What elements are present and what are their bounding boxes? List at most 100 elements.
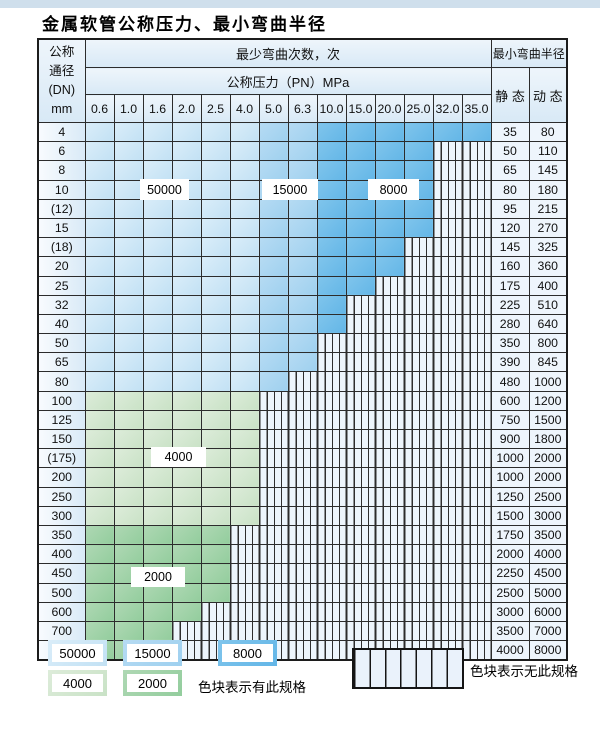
static-value-cell: 3000: [490, 601, 530, 622]
rating-cell-none: [345, 582, 376, 603]
pressure-radius-table: 公称 通径 (DN) mm 最少弯曲次数，次 最小弯曲半径 公称压力（PN）MP…: [37, 38, 569, 662]
rating-cell-50000: [171, 313, 202, 335]
rating-cell-none: [345, 563, 376, 584]
rating-cell-50000: [113, 179, 144, 200]
rating-cell-50000: [113, 121, 144, 143]
static-value-cell: 160: [490, 256, 530, 277]
rating-cell-none: [403, 352, 434, 373]
rating-cell-none: [374, 371, 405, 392]
rating-cell-none: [287, 505, 318, 526]
dynamic-value-cell: 640: [528, 313, 568, 335]
cycle-label-2000: 2000: [131, 567, 185, 587]
rating-cell-none: [461, 313, 492, 335]
rating-cell-50000: [113, 141, 144, 162]
dynamic-value-cell: 2000: [528, 467, 568, 488]
rating-cell-15000: [258, 217, 289, 239]
rating-cell-8000: [403, 141, 434, 162]
static-value-cell: 390: [490, 352, 530, 373]
rating-cell-50000: [142, 352, 173, 373]
dynamic-value-cell: 215: [528, 198, 568, 219]
rating-cell-50000: [200, 256, 231, 277]
rating-cell-15000: [287, 217, 318, 239]
rating-cell-8000: [316, 294, 347, 315]
rating-cell-8000: [316, 141, 347, 162]
rating-cell-none: [258, 448, 289, 469]
rating-cell-4000: [84, 448, 115, 469]
rating-cell-4000: [200, 409, 231, 431]
rating-cell-4000: [171, 505, 202, 526]
rating-cell-50000: [113, 333, 144, 354]
rating-cell-2000: [113, 620, 144, 642]
rating-cell-50000: [84, 333, 115, 354]
dynamic-value-cell: 180: [528, 179, 568, 200]
rating-cell-2000: [171, 524, 202, 546]
rating-cell-none: [432, 275, 463, 296]
rating-cell-2000: [200, 563, 231, 584]
rating-cell-2000: [142, 524, 173, 546]
dynamic-value-cell: 2000: [528, 448, 568, 469]
rating-cell-none: [432, 524, 463, 546]
rating-cell-4000: [142, 409, 173, 431]
rating-cell-none: [461, 601, 492, 622]
rating-cell-none: [374, 582, 405, 603]
rating-cell-none: [432, 505, 463, 526]
rating-cell-none: [403, 505, 434, 526]
rating-cell-8000: [374, 256, 405, 277]
rating-cell-8000: [316, 179, 347, 200]
rating-cell-none: [345, 486, 376, 507]
rating-cell-none: [287, 640, 318, 661]
rating-cell-15000: [258, 371, 289, 392]
rating-cell-none: [403, 486, 434, 507]
rating-cell-none: [374, 563, 405, 584]
rating-cell-none: [432, 294, 463, 315]
rating-cell-none: [287, 390, 318, 411]
rating-cell-4000: [171, 486, 202, 507]
rating-cell-50000: [84, 160, 115, 181]
rating-cell-50000: [200, 371, 231, 392]
rating-cell-8000: [316, 121, 347, 143]
rating-cell-50000: [113, 313, 144, 335]
rating-cell-50000: [229, 198, 260, 219]
rating-cell-2000: [113, 524, 144, 546]
rating-cell-none: [229, 544, 260, 565]
pressure-tick: 35.0: [461, 94, 492, 123]
static-value-cell: 1500: [490, 505, 530, 526]
legend-swatch-4000: 4000: [48, 670, 107, 696]
static-value-cell: 1000: [490, 467, 530, 488]
rating-cell-50000: [171, 198, 202, 219]
rating-cell-2000: [142, 544, 173, 565]
dn-cell: 300: [37, 505, 86, 526]
dynamic-value-cell: 2500: [528, 486, 568, 507]
pressure-tick: 15.0: [345, 94, 376, 123]
rating-cell-4000: [142, 505, 173, 526]
rating-cell-none: [403, 448, 434, 469]
static-value-cell: 1000: [490, 448, 530, 469]
rating-cell-15000: [287, 198, 318, 219]
spec-table: 公称 通径 (DN) mm 最少弯曲次数，次 最小弯曲半径 公称压力（PN）MP…: [37, 38, 569, 662]
rating-cell-none: [461, 620, 492, 642]
rating-cell-none: [432, 313, 463, 335]
rating-cell-none: [432, 544, 463, 565]
table-row: 8 65 145: [37, 160, 568, 181]
rating-cell-none: [316, 601, 347, 622]
rating-cell-none: [461, 141, 492, 162]
rating-cell-50000: [84, 237, 115, 258]
rating-cell-none: [316, 563, 347, 584]
static-header: 静 态: [490, 67, 530, 123]
legend-value: 2000: [127, 674, 178, 692]
rating-cell-2000: [84, 601, 115, 622]
rating-cell-none: [200, 601, 231, 622]
rating-cell-50000: [200, 333, 231, 354]
rating-cell-none: [432, 160, 463, 181]
rating-cell-50000: [229, 121, 260, 143]
rating-cell-none: [403, 275, 434, 296]
rating-cell-none: [345, 409, 376, 431]
dn-cell: 100: [37, 390, 86, 411]
rating-cell-none: [345, 352, 376, 373]
rating-cell-50000: [171, 352, 202, 373]
rating-cell-8000: [345, 160, 376, 181]
rating-cell-none: [287, 428, 318, 450]
legend-value: 4000: [52, 674, 103, 692]
rating-cell-none: [432, 352, 463, 373]
rating-cell-none: [374, 544, 405, 565]
